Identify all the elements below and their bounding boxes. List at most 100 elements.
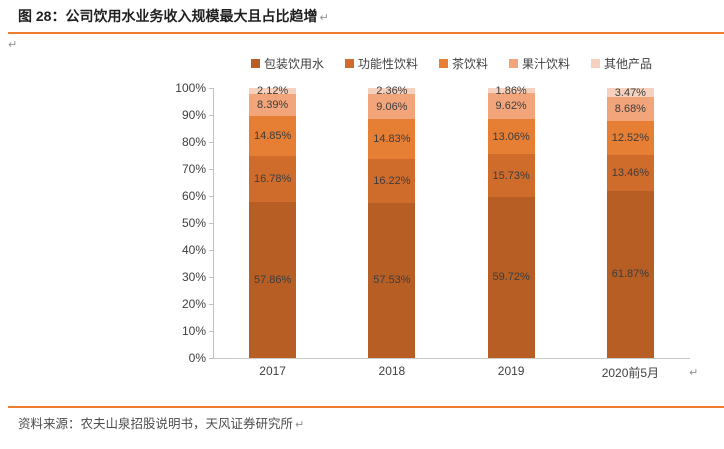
y-axis: 100% 90% 80% 70% 60% 50% 40% 30% 20% 10% 0%	[150, 81, 206, 365]
legend-swatch-icon	[250, 59, 260, 68]
bar-segment-label: 9.06%	[376, 100, 408, 113]
x-category-label: 2019	[497, 364, 525, 378]
bar-segment	[606, 190, 654, 358]
legend-swatch-icon	[438, 59, 448, 68]
x-category-label: 2020前5月	[601, 366, 660, 380]
bar-segment	[606, 97, 654, 121]
x-axis-labels: 2017 2018 2019 2020前5月	[213, 364, 690, 381]
bar-segment-label: 13.06%	[492, 130, 530, 143]
bar-segment-label: 57.86%	[253, 273, 292, 286]
x-category-label: 2018	[378, 364, 406, 378]
figure-title: 图 28：公司饮用水业务收入规模最大且占比趋增	[18, 8, 318, 24]
bar-segment	[487, 88, 535, 94]
y-tick-label: 50%	[181, 216, 206, 230]
bar-segment-label: 16.78%	[253, 173, 292, 186]
bar-segment-label: 2.36%	[376, 85, 408, 98]
bar-segment	[487, 196, 535, 358]
y-tick-mark	[209, 331, 213, 332]
x-axis-return-mark-icon: ↵	[689, 367, 699, 379]
stray-return-mark-icon: ↵	[8, 39, 18, 51]
y-tick-label: 60%	[181, 189, 206, 203]
bar-segment-label: 9.62%	[495, 100, 527, 113]
legend-label: 茶饮料	[451, 57, 488, 71]
legend-label: 包装饮用水	[263, 57, 324, 71]
y-tick-label: 0%	[188, 351, 206, 365]
bar-segment	[368, 158, 416, 203]
bar-column: 61.87% 13.46% 12.52% 8.68% 3.47%	[606, 86, 654, 358]
bar-segment	[249, 116, 297, 157]
bar-segment-label: 8.39%	[257, 99, 289, 112]
legend-item: 茶饮料	[438, 55, 488, 72]
y-tick-label: 20%	[181, 297, 206, 311]
bar-segment-label: 15.73%	[492, 169, 530, 182]
y-tick-label: 90%	[181, 108, 206, 122]
bar-segment-label: 57.53%	[373, 274, 411, 287]
source-return-mark-icon: ↵	[295, 419, 305, 431]
y-tick-mark	[209, 250, 213, 251]
return-mark-icon: ↵	[319, 12, 329, 24]
y-axis-line	[213, 88, 214, 358]
figure-header: 图 28：公司饮用水业务收入规模最大且占比趋增 ↵	[18, 6, 329, 26]
divider-bottom	[8, 406, 724, 408]
legend-label: 其他产品	[604, 57, 653, 71]
bar-segment	[368, 88, 416, 95]
bar-segment-label: 8.68%	[614, 103, 646, 116]
bar-column: 59.72% 15.73% 13.06% 9.62% 1.86%	[487, 84, 535, 358]
y-tick-label: 100%	[175, 81, 206, 95]
legend-label: 果汁饮料	[522, 57, 571, 71]
y-tick-mark	[209, 169, 213, 170]
bar-column: 57.53% 16.22% 14.83% 9.06% 2.36%	[368, 85, 416, 358]
y-tick-mark	[209, 358, 213, 359]
bar-segment-label: 59.72%	[492, 271, 530, 284]
bar-segment-label: 16.22%	[373, 174, 411, 187]
bar-segment	[487, 93, 535, 120]
bar-segment	[249, 88, 297, 94]
source-text: 资料来源：农夫山泉招股说明书，天风证券研究所	[18, 417, 294, 431]
bar-segment	[606, 154, 654, 191]
y-tick-label: 30%	[181, 270, 206, 284]
bar-segment	[368, 202, 416, 358]
bar-column: 57.86% 16.78% 14.85% 8.39% 2.12%	[249, 84, 297, 358]
bar-segment	[368, 94, 416, 119]
bar-segment-label: 2.12%	[257, 84, 289, 97]
y-tick-label: 40%	[181, 243, 206, 257]
legend-item: 其他产品	[591, 55, 652, 72]
legend-label: 功能性饮料	[357, 57, 418, 71]
x-category-label: 2017	[259, 364, 286, 378]
bar-segment	[249, 201, 297, 358]
bar-segment	[487, 154, 535, 197]
bar-segment-label: 12.52%	[611, 131, 650, 144]
y-tick-mark	[209, 88, 213, 89]
source-line: 资料来源：农夫山泉招股说明书，天风证券研究所 ↵	[18, 413, 304, 432]
bar-segment	[368, 118, 416, 159]
stacked-bar-plot-area: 57.86% 16.78% 14.85% 8.39% 2.12% 57.53% 16.22%…	[213, 84, 690, 358]
y-tick-mark	[209, 277, 213, 278]
legend-swatch-icon	[509, 59, 518, 68]
divider-top	[8, 32, 724, 34]
y-tick-label: 10%	[181, 324, 206, 338]
bar-segment	[606, 88, 654, 98]
bar-segment-label: 3.47%	[614, 86, 646, 99]
chart-legend: 包装饮用水 功能性饮料 茶饮料 果汁饮料 其他产品	[213, 55, 690, 72]
y-tick-mark	[209, 196, 213, 197]
legend-item: 果汁饮料	[509, 55, 570, 72]
y-tick-mark	[209, 115, 213, 116]
legend-swatch-icon	[344, 59, 354, 68]
y-tick-mark	[209, 223, 213, 224]
bar-segment	[606, 120, 654, 155]
y-tick-mark	[209, 142, 213, 143]
bar-segment	[487, 119, 535, 155]
y-tick-mark	[209, 304, 213, 305]
legend-item: 功能性饮料	[344, 55, 418, 72]
x-axis-line	[213, 358, 690, 359]
bar-segment-label: 1.86%	[495, 84, 527, 97]
bar-segment-label: 14.83%	[373, 132, 411, 145]
bar-segment-label: 14.85%	[253, 130, 292, 143]
bar-segment-label: 13.46%	[611, 166, 650, 179]
legend-item: 包装饮用水	[250, 55, 324, 72]
y-tick-label: 70%	[181, 162, 206, 176]
bar-segment-label: 61.87%	[611, 268, 650, 281]
legend-swatch-icon	[591, 59, 601, 68]
y-tick-label: 80%	[181, 135, 206, 149]
